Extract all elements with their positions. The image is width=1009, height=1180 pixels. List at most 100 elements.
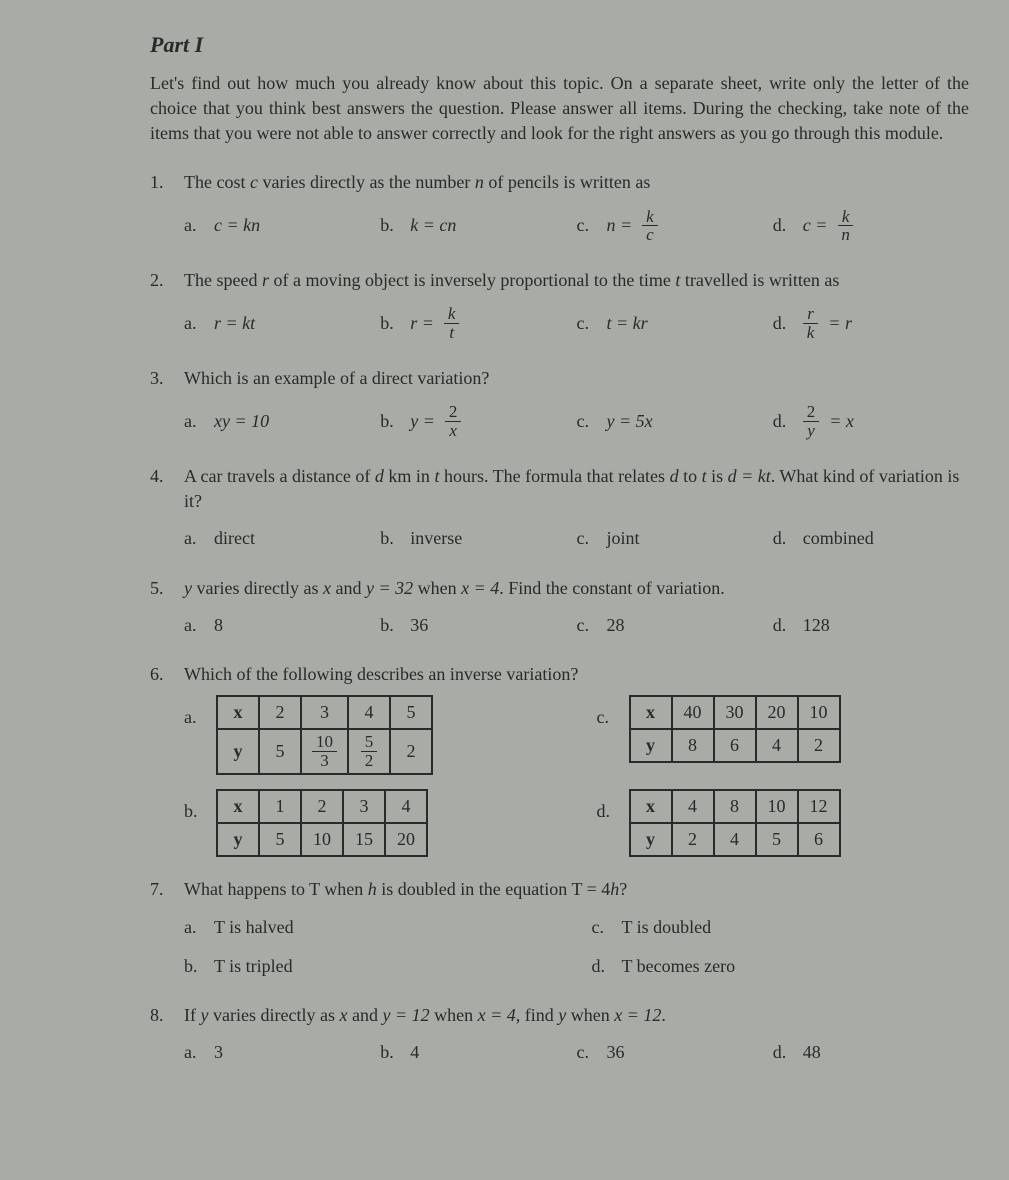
numerator: k bbox=[444, 305, 460, 324]
q6-choice-c: c. x40302010 y8642 bbox=[597, 695, 970, 775]
th-x: x bbox=[217, 790, 259, 823]
cell: 8 bbox=[714, 790, 756, 823]
numerator: r bbox=[803, 305, 818, 324]
q2-choice-c: c.t = kr bbox=[577, 307, 773, 340]
th-y: y bbox=[217, 729, 259, 774]
cell: 40 bbox=[672, 696, 714, 729]
fraction: 103 bbox=[312, 733, 337, 770]
choice-label: d. bbox=[773, 409, 793, 434]
q1-choices: a.c = kn b.k = cn c.n = kc d.c = kn bbox=[184, 204, 969, 249]
q6-table-a: x2345 y 5 103 52 2 bbox=[216, 695, 433, 775]
cell: 10 bbox=[301, 823, 343, 856]
choice-value: direct bbox=[214, 526, 255, 551]
choice-label: c. bbox=[577, 1040, 597, 1065]
q5-text: and bbox=[331, 578, 366, 598]
question-5: y varies directly as x and y = 32 when x… bbox=[150, 576, 969, 642]
choice-label: b. bbox=[184, 789, 204, 824]
denominator: 2 bbox=[361, 752, 378, 770]
q5-choice-c: c.28 bbox=[577, 609, 773, 642]
choice-value: T is halved bbox=[214, 915, 294, 940]
numerator: 2 bbox=[445, 403, 462, 422]
choice-value: r = kt bbox=[214, 311, 255, 336]
choice-value: c = kn bbox=[214, 213, 260, 238]
q3-stem: Which is an example of a direct variatio… bbox=[184, 366, 969, 391]
q5-eq: x = 4 bbox=[461, 578, 499, 598]
q4-text: A car travels a distance of bbox=[184, 466, 375, 486]
q4-var: d bbox=[670, 466, 679, 486]
q8-text: and bbox=[347, 1005, 382, 1025]
q6-choices: a. x2345 y 5 103 52 2 c. x40302010 y8642 bbox=[184, 695, 969, 857]
choice-value: y = bbox=[410, 409, 435, 434]
question-8: If y varies directly as x and y = 12 whe… bbox=[150, 1003, 969, 1069]
cell: 103 bbox=[301, 729, 348, 774]
choice-value: y = 5x bbox=[607, 409, 653, 434]
cell: 4 bbox=[348, 696, 390, 729]
numerator: k bbox=[838, 208, 854, 227]
intro-text: Let's find out how much you already know… bbox=[150, 71, 969, 147]
numerator: k bbox=[642, 208, 658, 227]
cell: 5 bbox=[259, 729, 301, 774]
part-title: Part I bbox=[150, 30, 969, 61]
q4-text: to bbox=[679, 466, 702, 486]
q3-choice-a: a.xy = 10 bbox=[184, 405, 380, 438]
q3-choice-c: c.y = 5x bbox=[577, 405, 773, 438]
cell: 5 bbox=[756, 823, 798, 856]
q1-stem: The cost c varies directly as the number… bbox=[184, 170, 969, 195]
q7-text: What happens to T when bbox=[184, 879, 368, 899]
q5-choice-d: d.128 bbox=[773, 609, 969, 642]
q3-choice-b: b.y = 2x bbox=[380, 399, 576, 444]
cell: 1 bbox=[259, 790, 301, 823]
denominator: n bbox=[837, 226, 854, 244]
q8-stem: If y varies directly as x and y = 12 whe… bbox=[184, 1003, 969, 1028]
q7-var: h bbox=[610, 879, 619, 899]
fraction: kn bbox=[837, 208, 854, 245]
choice-label: a. bbox=[184, 613, 204, 638]
choice-value: k = cn bbox=[410, 213, 456, 238]
th-x: x bbox=[630, 790, 672, 823]
q1-var-n: n bbox=[475, 172, 484, 192]
th-y: y bbox=[630, 823, 672, 856]
q3-choices: a.xy = 10 b.y = 2x c.y = 5x d.2y = x bbox=[184, 399, 969, 444]
q1-text: varies directly as the number bbox=[258, 172, 475, 192]
cell: 5 bbox=[259, 823, 301, 856]
choice-label: a. bbox=[184, 526, 204, 551]
cell: 3 bbox=[343, 790, 385, 823]
q4-stem: A car travels a distance of d km in t ho… bbox=[184, 464, 969, 514]
q7-text: is doubled in the equation T = 4 bbox=[377, 879, 610, 899]
q6-stem: Which of the following describes an inve… bbox=[184, 662, 969, 687]
fraction: kt bbox=[444, 305, 460, 342]
th-x: x bbox=[217, 696, 259, 729]
denominator: c bbox=[642, 226, 658, 244]
q8-choice-c: c.36 bbox=[577, 1036, 773, 1069]
th-y: y bbox=[630, 729, 672, 762]
q4-choice-b: b.inverse bbox=[380, 522, 576, 555]
choice-label: c. bbox=[577, 613, 597, 638]
choice-value: 128 bbox=[803, 613, 830, 638]
question-7: What happens to T when h is doubled in t… bbox=[150, 877, 969, 983]
th-x: x bbox=[630, 696, 672, 729]
q7-var: h bbox=[368, 879, 377, 899]
q1-var-c: c bbox=[250, 172, 258, 192]
choice-value: r = bbox=[410, 311, 434, 336]
q8-eq: y = 12 bbox=[382, 1005, 429, 1025]
q2-choice-a: a.r = kt bbox=[184, 307, 380, 340]
choice-label: b. bbox=[380, 1040, 400, 1065]
q2-stem: The speed r of a moving object is invers… bbox=[184, 268, 969, 293]
q4-choice-c: c.joint bbox=[577, 522, 773, 555]
fraction: rk bbox=[803, 305, 819, 342]
q8-eq: x = 12 bbox=[614, 1005, 661, 1025]
q1-text: of pencils is written as bbox=[484, 172, 650, 192]
cell: 52 bbox=[348, 729, 390, 774]
choice-value: = x bbox=[829, 409, 854, 434]
choice-label: d. bbox=[773, 311, 793, 336]
q4-choices: a.direct b.inverse c.joint d.combined bbox=[184, 522, 969, 555]
choice-label: d. bbox=[597, 789, 617, 824]
q8-text: . bbox=[661, 1005, 666, 1025]
choice-label: c. bbox=[577, 311, 597, 336]
q2-choices: a.r = kt b.r = kt c.t = kr d.rk = r bbox=[184, 301, 969, 346]
th-y: y bbox=[217, 823, 259, 856]
choice-value: = r bbox=[828, 311, 852, 336]
q8-var: y bbox=[201, 1005, 209, 1025]
q2-var-r: r bbox=[262, 270, 269, 290]
choice-label: a. bbox=[184, 1040, 204, 1065]
